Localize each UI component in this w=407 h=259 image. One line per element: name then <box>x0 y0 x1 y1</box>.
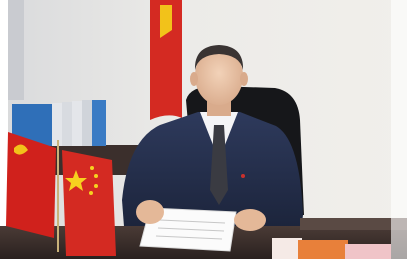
binder <box>62 102 72 146</box>
badge <box>241 174 245 178</box>
desk-item <box>298 240 348 259</box>
party-flag <box>6 132 56 238</box>
flag-star <box>89 191 93 195</box>
desk-item <box>272 238 302 259</box>
ear <box>190 72 198 86</box>
binder <box>52 103 62 146</box>
binder <box>82 100 92 146</box>
flag-star <box>94 184 98 188</box>
hand <box>136 200 164 224</box>
national-flag <box>62 150 116 256</box>
photo <box>0 0 407 259</box>
page: Photo {} html, body { margin: 0; padding… <box>0 0 407 259</box>
page-body: (() => { const data = JSON.parse(documen… <box>0 0 407 259</box>
flag-star <box>90 166 94 170</box>
ear <box>240 72 248 86</box>
flag-star <box>94 174 98 178</box>
window-frame <box>8 0 24 100</box>
frame-edge <box>391 0 407 259</box>
desk-item <box>345 244 391 259</box>
binder <box>92 100 106 146</box>
binder <box>72 101 82 146</box>
desk-back <box>300 218 407 230</box>
hand <box>234 209 266 231</box>
